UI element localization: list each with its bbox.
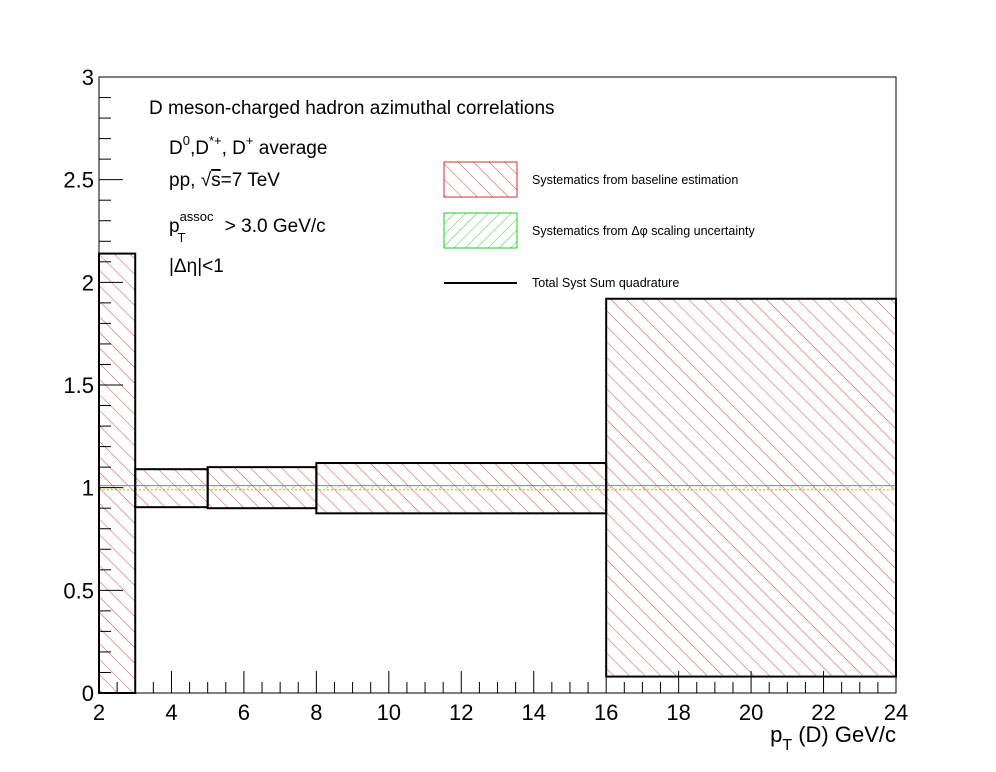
x-tick-label: 12 bbox=[449, 700, 473, 725]
species-average: average bbox=[254, 138, 328, 159]
legend-label-baseline: Systematics from baseline estimation bbox=[532, 173, 738, 187]
x-axis-title: pT (D) GeV/c bbox=[770, 722, 896, 754]
species-d-star: ,D bbox=[190, 138, 209, 159]
x-axis-title-p: p bbox=[770, 722, 782, 747]
y-tick-label: 1 bbox=[82, 476, 94, 501]
legend-entry-total: Total Syst Sum quadrature bbox=[444, 276, 679, 290]
x-tick-label: 24 bbox=[884, 700, 908, 725]
dphi-band-layer bbox=[99, 485, 896, 491]
y-axis-ticks: 0 0.5 1 1.5 2 2.5 3 bbox=[63, 65, 123, 706]
assoc-p: p bbox=[169, 216, 180, 237]
y-tick-label: 2 bbox=[82, 270, 94, 295]
x-tick-label: 4 bbox=[165, 700, 177, 725]
x-axis-title-rest: (D) GeV/c bbox=[792, 722, 896, 747]
system-label: pp, √s=7 TeV bbox=[169, 170, 280, 191]
species-sup-0: 0 bbox=[183, 133, 190, 148]
species-sup-plus: + bbox=[246, 133, 254, 148]
species-sup-star-plus: *+ bbox=[209, 133, 222, 148]
assoc-sub: T bbox=[178, 230, 186, 245]
y-tick-label: 0 bbox=[82, 681, 94, 706]
y-tick-label: 1.5 bbox=[63, 373, 94, 398]
assoc-cut-label: passoc T > 3.0 GeV/c bbox=[169, 209, 326, 245]
x-tick-label: 16 bbox=[594, 700, 618, 725]
legend: Systematics from baseline estimation Sys… bbox=[443, 161, 756, 290]
assoc-sup: assoc bbox=[180, 209, 214, 224]
species-d-plus: , D bbox=[222, 138, 246, 159]
x-tick-label: 18 bbox=[666, 700, 690, 725]
legend-entry-baseline: Systematics from baseline estimation bbox=[443, 161, 738, 198]
baseline-band-layer bbox=[99, 253, 896, 693]
y-tick-label: 0.5 bbox=[63, 578, 94, 603]
legend-swatch-dphi bbox=[443, 212, 518, 249]
eta-cut-label: |Δη|<1 bbox=[169, 256, 224, 277]
legend-entry-dphi: Systematics from Δφ scaling uncertainty bbox=[443, 212, 756, 249]
dphi-band bbox=[99, 486, 896, 489]
x-tick-label: 8 bbox=[310, 700, 322, 725]
y-tick-label: 2.5 bbox=[63, 168, 94, 193]
sqrt-s: s bbox=[211, 170, 221, 191]
x-tick-label: 20 bbox=[739, 700, 763, 725]
species-d: D bbox=[169, 138, 183, 159]
x-tick-label: 10 bbox=[377, 700, 401, 725]
legend-label-total: Total Syst Sum quadrature bbox=[532, 276, 679, 290]
y-tick-label: 3 bbox=[82, 65, 94, 90]
x-tick-label: 6 bbox=[238, 700, 250, 725]
x-tick-label: 2 bbox=[93, 700, 105, 725]
x-tick-label: 22 bbox=[811, 700, 835, 725]
legend-label-dphi: Systematics from Δφ scaling uncertainty bbox=[532, 224, 756, 238]
x-tick-label: 14 bbox=[521, 700, 545, 725]
assoc-rest: > 3.0 GeV/c bbox=[220, 216, 326, 237]
baseline-band-0 bbox=[99, 253, 136, 693]
sqrt-symbol: √ bbox=[201, 170, 212, 191]
legend-swatch-baseline bbox=[443, 161, 518, 198]
x-axis-ticks: 2 4 6 8 10 12 14 16 18 20 22 24 bbox=[93, 671, 908, 725]
figure-title: D meson-charged hadron azimuthal correla… bbox=[149, 98, 555, 119]
x-axis-title-sub: T bbox=[782, 737, 792, 754]
species-label: D0,D*+, D+ average bbox=[169, 133, 327, 159]
